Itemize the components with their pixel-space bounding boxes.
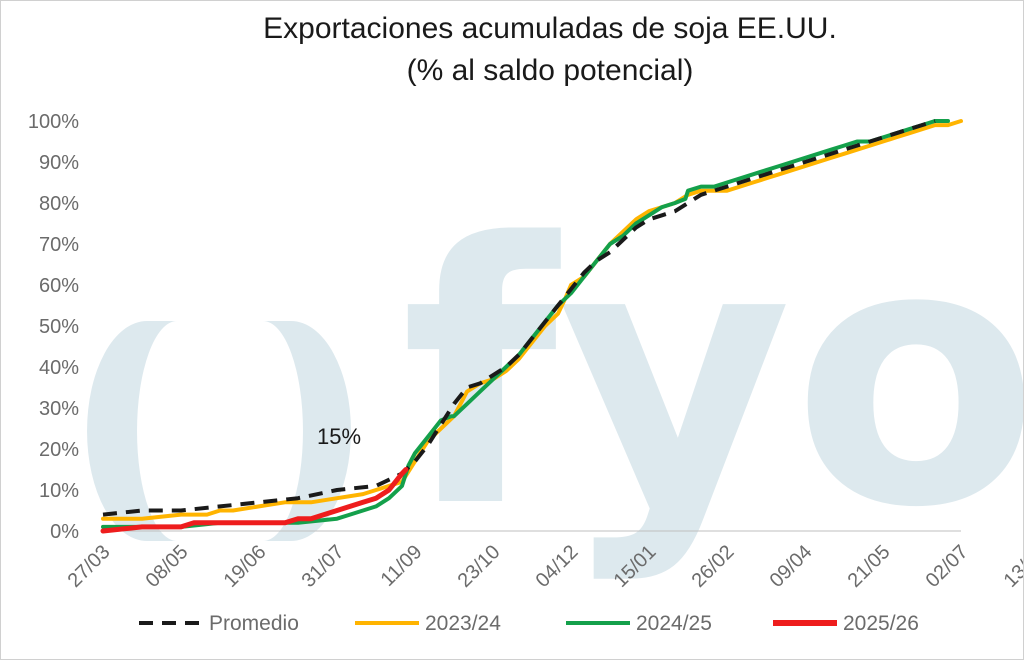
- y-axis-ticks: 0% 10% 20% 30% 40% 50% 60% 70% 80% 90% 100%: [28, 111, 79, 543]
- y-tick-label: 70%: [39, 234, 79, 256]
- legend-label: Promedio: [209, 612, 299, 635]
- series-line-2024-25: [101, 119, 950, 529]
- legend-label: 2025/26: [843, 612, 919, 635]
- y-tick-label: 80%: [39, 193, 79, 215]
- y-tick-label: 50%: [39, 316, 79, 338]
- y-tick-label: 100%: [28, 111, 79, 133]
- x-tick-label: 31/07: [298, 541, 349, 592]
- series-line-2025-26: [100, 467, 409, 534]
- legend: Promedio 2023/24 2024/25 2025/26: [139, 612, 919, 635]
- x-tick-label: 27/03: [64, 541, 115, 592]
- watermark-arc-right: [263, 321, 351, 541]
- watermark-text: fyo: [401, 167, 1023, 586]
- annotation-label: 15%: [317, 424, 361, 449]
- y-tick-label: 30%: [39, 398, 79, 420]
- y-tick-label: 10%: [39, 480, 79, 502]
- watermark-fyo: fyo: [87, 167, 1023, 586]
- chart-subtitle: (% al saldo potencial): [407, 54, 694, 87]
- x-tick-label: 08/05: [142, 541, 193, 592]
- y-tick-label: 90%: [39, 152, 79, 174]
- chart-title: Exportaciones acumuladas de soja EE.UU.: [263, 12, 837, 45]
- y-tick-label: 40%: [39, 357, 79, 379]
- legend-label: 2024/25: [636, 612, 712, 635]
- legend-label: 2023/24: [425, 612, 501, 635]
- y-tick-label: 20%: [39, 439, 79, 461]
- y-tick-label: 0%: [50, 521, 79, 543]
- x-tick-label: 19/06: [220, 541, 271, 592]
- series-group: [100, 119, 963, 534]
- y-tick-label: 60%: [39, 275, 79, 297]
- watermark-arc-left: [87, 321, 177, 541]
